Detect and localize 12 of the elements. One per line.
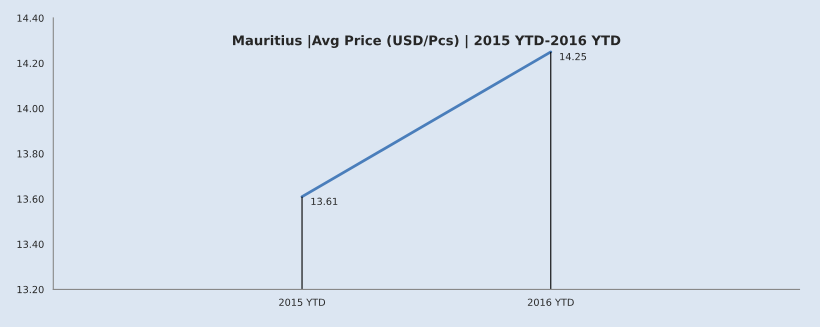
y-tick-label: 13.80 <box>18 150 44 158</box>
x-tick-label: 2015 YTD <box>279 298 326 306</box>
text: Mauritius |Avg Price (USD/Pcs) | 2015 YTD-2016 YTD <box>233 35 620 48</box>
x-tick-label: 2016 YTD <box>528 298 574 306</box>
y-tick-label: 13.40 <box>18 240 44 248</box>
y-tick-label: 13.20 <box>18 286 44 294</box>
y-tick-label: 14.00 <box>18 104 44 112</box>
y-tick-label: 13.60 <box>18 195 44 203</box>
y-tick-label: 14.20 <box>18 60 44 68</box>
data-label: 14.25 <box>560 52 586 60</box>
data-label: 13.61 <box>311 198 338 206</box>
y-tick-label: 14.40 <box>18 14 44 22</box>
